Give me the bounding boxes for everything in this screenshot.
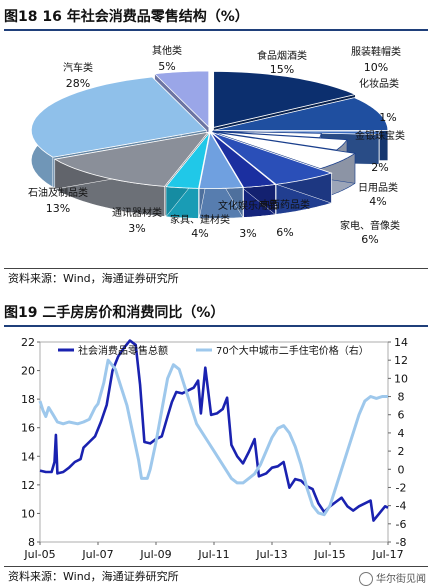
pie-slice-label: 日用品类 <box>358 181 398 194</box>
pie-slice-top <box>30 76 208 158</box>
y-left-tick-label: 22 <box>21 336 35 349</box>
fig18-title: 图18 16 年社会消费品零售结构（%） <box>4 9 249 25</box>
x-tick-label: Jul-05 <box>23 548 55 561</box>
fig18-source: 资料来源：Wind，海通证券研究所 <box>8 272 179 285</box>
x-tick-label: Jul-17 <box>371 548 403 561</box>
plot-frame <box>39 341 389 543</box>
y-right-tick-label: 12 <box>394 354 408 367</box>
y-left-tick-label: 10 <box>21 507 35 520</box>
line-axes: 8 10 12 14 16 18 20 22 -8 -6 -4 -2 0 2 4 6 8 10 12 14 Jul-05… <box>21 336 408 561</box>
fig19-source-rule <box>4 566 428 567</box>
x-tick-label: Jul-09 <box>139 548 171 561</box>
y-right-tick-label: 14 <box>394 336 408 349</box>
pie-slice-value: 10% <box>364 61 388 74</box>
line-legend: 社会消费品零售总额 70个大中城市二手住宅价格（右） <box>58 344 369 357</box>
pie-slice-top <box>210 132 277 188</box>
x-tick-label: Jul-07 <box>81 548 113 561</box>
y-left-tick-label: 18 <box>21 393 35 406</box>
y-right-tick-label: 2 <box>398 445 405 458</box>
pie-slice-label: 其他类 <box>152 44 182 57</box>
x-tick-label: Jul-11 <box>197 548 229 561</box>
pie-slice-top <box>165 132 210 189</box>
x-tick-label: Jul-13 <box>255 548 287 561</box>
pie-slice-top <box>53 131 210 187</box>
y-left-tick-label: 14 <box>21 450 35 463</box>
pie-slices <box>30 70 389 219</box>
pie-slice-value: 6% <box>276 226 293 239</box>
y-right-tick-label: 4 <box>398 427 405 440</box>
pie-slice-value: 6% <box>361 233 378 246</box>
y-right-tick-label: 8 <box>398 391 405 404</box>
pie-slice-label: 文化娱乐用品 <box>218 199 278 212</box>
pie-slice-label: 食品烟酒类 <box>257 49 307 62</box>
pie-slice-value: 15% <box>270 63 294 76</box>
pie-slice-top <box>153 70 210 129</box>
pie-slice-label: 汽车类 <box>63 61 93 74</box>
pie-slice-label: 服装鞋帽类 <box>351 45 401 58</box>
pie-slice-label: 金银珠宝类 <box>355 129 405 142</box>
fig19-title-rule <box>4 325 428 327</box>
pie-slice-value: 5% <box>158 60 175 73</box>
pie-slice-value: 13% <box>46 202 70 215</box>
y-right-tick-label: -6 <box>396 518 407 531</box>
pie-slice <box>198 131 244 219</box>
watermark-text: 华尔街见闻 <box>376 574 426 585</box>
pie-slice-value: 2% <box>371 161 388 174</box>
pie-slice-top <box>213 71 357 128</box>
pie-slice-top <box>198 131 244 189</box>
y-left-tick-label: 8 <box>28 536 35 549</box>
pie-slice-label: 通讯器材类 <box>112 206 162 219</box>
y-left-tick-label: 20 <box>21 365 35 378</box>
line-series <box>38 339 389 522</box>
legend-label: 70个大中城市二手住宅价格（右） <box>216 344 369 357</box>
pie-slice-value: 4% <box>369 195 386 208</box>
pie-slice-value: 4% <box>191 227 208 240</box>
y-right-tick-label: 0 <box>398 463 405 476</box>
fig18-source-rule <box>4 268 428 269</box>
pie-slice-label: 家电、音像类 <box>340 219 400 232</box>
legend-label: 社会消费品零售总额 <box>78 344 168 357</box>
pie-slice-label: 石油及制品类 <box>28 186 88 199</box>
fig19-source: 资料来源：Wind，海通证券研究所 <box>8 570 179 583</box>
y-right-tick-label: -4 <box>396 500 407 513</box>
line-chart: 8 10 12 14 16 18 20 22 -8 -6 -4 -2 0 2 4 6 8 10 12 14 Jul-05… <box>21 336 408 561</box>
fig18-title-rule <box>4 29 428 31</box>
y-left-tick-label: 12 <box>21 479 35 492</box>
pie-slice-value: 1% <box>379 111 396 124</box>
pie-slice-top <box>211 131 333 185</box>
pie-slice-value: 3% <box>128 222 145 235</box>
pie-slice-value: 3% <box>239 227 256 240</box>
pie-slice-value: 28% <box>66 77 90 90</box>
x-tick-label: Jul-15 <box>313 548 345 561</box>
y-right-tick-label: -8 <box>396 536 407 549</box>
y-right-tick-label: -2 <box>396 481 407 494</box>
series-line <box>39 339 389 522</box>
pie-slice-label: 化妆品类 <box>359 77 399 90</box>
y-right-tick-label: 10 <box>394 372 408 385</box>
pie-slice-label: 家具、建材类 <box>170 213 230 226</box>
pie-slice-label: 中西药品类 <box>260 198 310 211</box>
y-left-tick-label: 16 <box>21 422 35 435</box>
pie-slice-top <box>212 131 348 151</box>
watermark-icon <box>359 572 373 586</box>
series-line <box>38 358 388 517</box>
fig19-title: 图19 二手房房价和消费同比（%） <box>4 305 225 321</box>
pie-slice-top <box>212 97 389 131</box>
pie-slice-top <box>212 131 357 170</box>
watermark: 华尔街见闻 <box>359 570 426 586</box>
y-right-tick-label: 6 <box>398 409 405 422</box>
